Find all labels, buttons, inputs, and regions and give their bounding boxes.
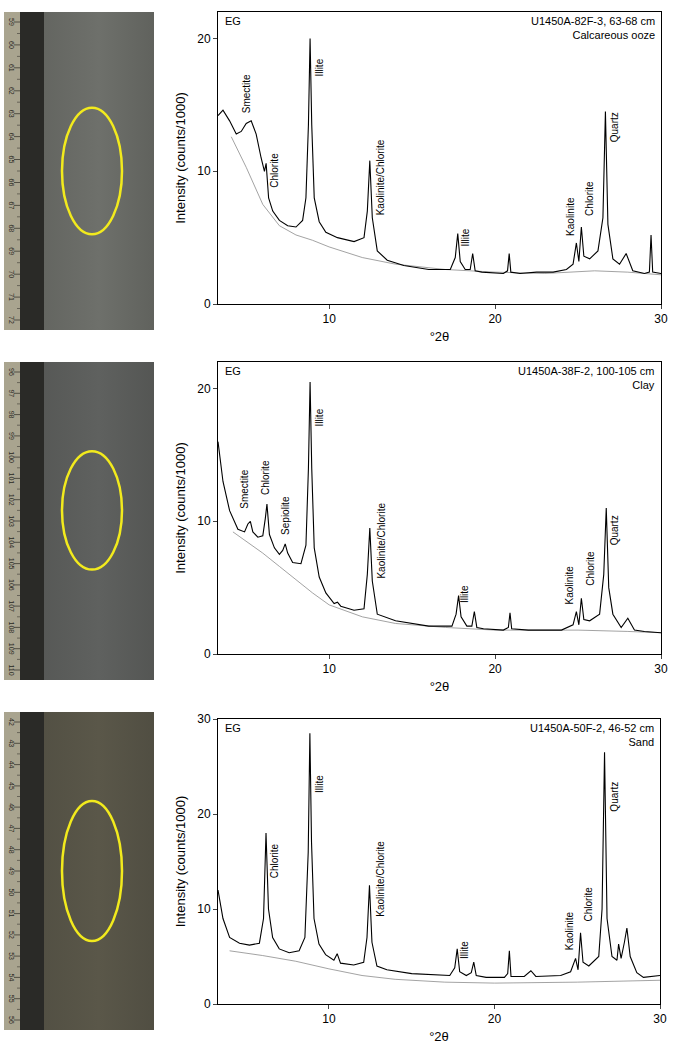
svg-text:EG: EG — [225, 365, 241, 377]
svg-text:47: 47 — [8, 825, 15, 833]
svg-text:107: 107 — [8, 600, 15, 612]
svg-text:20: 20 — [197, 807, 211, 821]
svg-text:64: 64 — [8, 133, 15, 141]
svg-text:Quartz: Quartz — [609, 112, 620, 142]
svg-text:Illite: Illite — [459, 585, 470, 603]
svg-text:Chlorite: Chlorite — [269, 843, 280, 878]
svg-text:99: 99 — [8, 432, 15, 440]
svg-text:62: 62 — [8, 87, 15, 95]
svg-text:63: 63 — [8, 110, 15, 118]
svg-text:105: 105 — [8, 558, 15, 570]
svg-text:43: 43 — [8, 739, 15, 747]
svg-text:70: 70 — [8, 270, 15, 278]
svg-text:0: 0 — [204, 297, 211, 311]
svg-text:30: 30 — [197, 712, 211, 726]
svg-text:Intensity (counts/1000): Intensity (counts/1000) — [173, 796, 188, 928]
svg-text:20: 20 — [488, 662, 502, 676]
svg-text:EG: EG — [225, 15, 241, 27]
svg-text:30: 30 — [653, 1012, 667, 1026]
svg-text:Smectite: Smectite — [241, 74, 252, 113]
svg-text:Chlorite: Chlorite — [583, 887, 594, 922]
svg-text:42: 42 — [8, 718, 15, 726]
svg-text:EG: EG — [225, 722, 241, 734]
svg-text:°2θ: °2θ — [430, 329, 450, 344]
svg-text:Quartz: Quartz — [609, 782, 620, 812]
svg-text:10: 10 — [322, 312, 336, 326]
svg-text:20: 20 — [197, 382, 211, 396]
svg-text:96: 96 — [8, 368, 15, 376]
svg-text:61: 61 — [8, 64, 15, 72]
svg-text:Quartz: Quartz — [609, 515, 620, 545]
svg-text:10: 10 — [197, 514, 211, 528]
svg-text:10: 10 — [322, 1012, 336, 1026]
svg-text:67: 67 — [8, 202, 15, 210]
svg-text:Chlorite: Chlorite — [584, 181, 595, 216]
svg-text:55: 55 — [8, 995, 15, 1003]
svg-text:Illite: Illite — [314, 58, 325, 76]
svg-text:10: 10 — [197, 164, 211, 178]
svg-text:°2θ: °2θ — [429, 1029, 449, 1044]
svg-text:20: 20 — [488, 1012, 502, 1026]
svg-text:Intensity (counts/1000): Intensity (counts/1000) — [173, 442, 188, 574]
svg-text:20: 20 — [488, 312, 502, 326]
svg-text:U1450A-82F-3, 63-68 cmCalcareo: U1450A-82F-3, 63-68 cmCalcareous ooze — [531, 15, 655, 41]
svg-text:98: 98 — [8, 411, 15, 419]
svg-text:65: 65 — [8, 156, 15, 164]
svg-text:97: 97 — [8, 389, 15, 397]
svg-text:30: 30 — [654, 312, 668, 326]
svg-text:48: 48 — [8, 846, 15, 854]
svg-text:10: 10 — [322, 662, 336, 676]
svg-text:50: 50 — [8, 888, 15, 896]
svg-text:56: 56 — [8, 1016, 15, 1024]
svg-text:59: 59 — [8, 18, 15, 26]
svg-text:60: 60 — [8, 41, 15, 49]
svg-text:Kaolinite/Chlorite: Kaolinite/Chlorite — [376, 503, 387, 579]
svg-text:66: 66 — [8, 179, 15, 187]
svg-text:Sepiolite: Sepiolite — [280, 496, 291, 535]
svg-text:51: 51 — [8, 910, 15, 918]
svg-text:109: 109 — [8, 643, 15, 655]
svg-text:Illite: Illite — [314, 408, 325, 426]
svg-text:Kaolinite: Kaolinite — [564, 911, 575, 950]
svg-text:54: 54 — [8, 974, 15, 982]
svg-text:0: 0 — [204, 647, 211, 661]
svg-text:69: 69 — [8, 247, 15, 255]
svg-text:Kaolinite: Kaolinite — [565, 197, 576, 236]
svg-text:53: 53 — [8, 952, 15, 960]
svg-text:68: 68 — [8, 224, 15, 232]
svg-text:108: 108 — [8, 622, 15, 634]
svg-text:0: 0 — [204, 997, 211, 1011]
svg-text:Kaolinite: Kaolinite — [564, 566, 575, 605]
svg-text:104: 104 — [8, 536, 15, 548]
svg-text:49: 49 — [8, 867, 15, 875]
svg-text:Kaolinite/Chlorite: Kaolinite/Chlorite — [375, 841, 386, 917]
svg-text:Chlorite: Chlorite — [260, 460, 271, 495]
svg-text:Illite: Illite — [314, 775, 325, 793]
svg-text:Chlorite: Chlorite — [585, 551, 596, 586]
svg-text:Smectite: Smectite — [239, 469, 250, 508]
svg-text:72: 72 — [8, 316, 15, 324]
svg-text:Illite: Illite — [460, 228, 471, 246]
svg-text:U1450A-38F-2, 100-105 cmClay: U1450A-38F-2, 100-105 cmClay — [518, 365, 655, 391]
svg-text:Intensity (counts/1000): Intensity (counts/1000) — [173, 92, 188, 224]
svg-text:45: 45 — [8, 782, 15, 790]
svg-text:U1450A-50F-2, 46-52 cmSand: U1450A-50F-2, 46-52 cmSand — [530, 722, 654, 748]
svg-text:°2θ: °2θ — [430, 679, 450, 694]
svg-text:Chlorite: Chlorite — [269, 153, 280, 188]
svg-text:103: 103 — [8, 515, 15, 527]
svg-text:10: 10 — [197, 902, 211, 916]
svg-text:46: 46 — [8, 803, 15, 811]
svg-text:110: 110 — [8, 664, 15, 675]
svg-text:106: 106 — [8, 579, 15, 591]
svg-text:30: 30 — [654, 662, 668, 676]
svg-text:44: 44 — [8, 761, 15, 769]
svg-text:20: 20 — [197, 32, 211, 46]
svg-text:Illite: Illite — [459, 941, 470, 959]
svg-text:101: 101 — [8, 473, 15, 485]
svg-text:71: 71 — [8, 293, 15, 301]
svg-text:52: 52 — [8, 931, 15, 939]
svg-text:102: 102 — [8, 494, 15, 506]
svg-text:100: 100 — [8, 451, 15, 463]
svg-text:Kaolinite/Chlorite: Kaolinite/Chlorite — [375, 139, 386, 215]
